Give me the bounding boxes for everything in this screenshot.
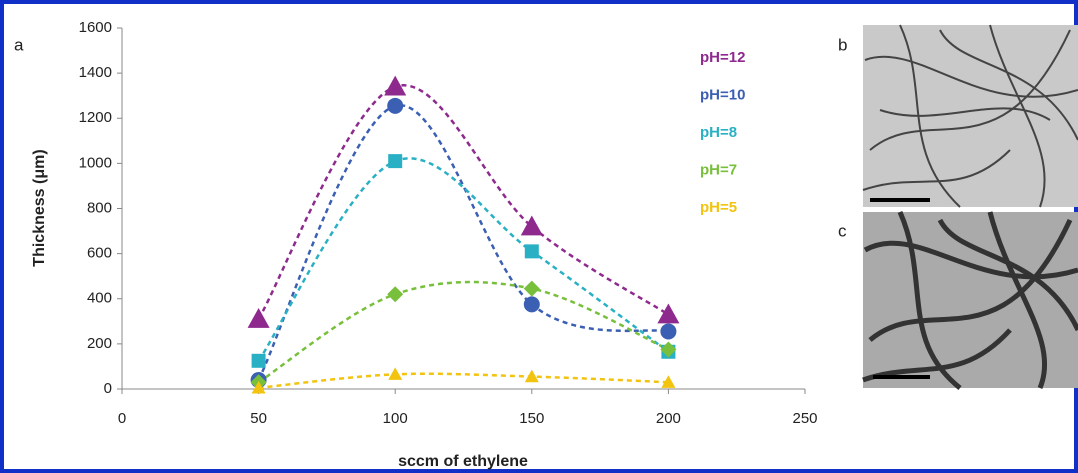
marker [388,154,402,168]
chart: a b c sccm of ethylene Thickness (μm) 0 2… [0,0,1078,473]
marker [525,244,539,258]
x-axis-title: sccm of ethylene [398,453,528,470]
legend-label: pH=7 [700,161,737,178]
panel-label: a [14,35,24,54]
marker [248,308,270,328]
series-line [259,374,669,388]
x-tick-label: 150 [519,410,544,427]
marker [252,354,266,368]
x-tick-label: 250 [792,410,817,427]
series-line [259,85,669,319]
marker [387,98,403,114]
y-tick-label: 0 [104,380,112,397]
y-tick-label: 1600 [79,19,112,36]
x-tick-label: 0 [118,410,126,427]
marker [524,296,540,312]
series-line [259,282,669,382]
marker [388,367,402,380]
y-tick-label: 1200 [79,109,112,126]
panel-label: c [838,221,847,240]
y-tick-label: 400 [87,290,112,307]
marker [387,286,403,302]
x-tick-label: 200 [656,410,681,427]
y-tick-label: 1000 [79,154,112,171]
y-axis-title: Thickness (μm) [31,149,48,266]
marker [524,281,540,297]
micrograph-c [863,212,1078,388]
panel-label: b [838,35,847,54]
y-tick-label: 600 [87,245,112,262]
marker [521,216,543,236]
marker [657,304,679,324]
legend-label: pH=12 [700,49,745,66]
y-tick-label: 800 [87,199,112,216]
legend-label: pH=5 [700,199,737,216]
y-tick-label: 1400 [79,64,112,81]
micrograph-b [863,25,1078,207]
x-tick-label: 100 [383,410,408,427]
legend-label: pH=10 [700,86,745,103]
legend-label: pH=8 [700,124,737,141]
y-tick-label: 200 [87,335,112,352]
x-tick-label: 50 [250,410,267,427]
figure: a b c sccm of ethylene Thickness (μm) 0 2… [0,0,1078,473]
marker [660,323,676,339]
